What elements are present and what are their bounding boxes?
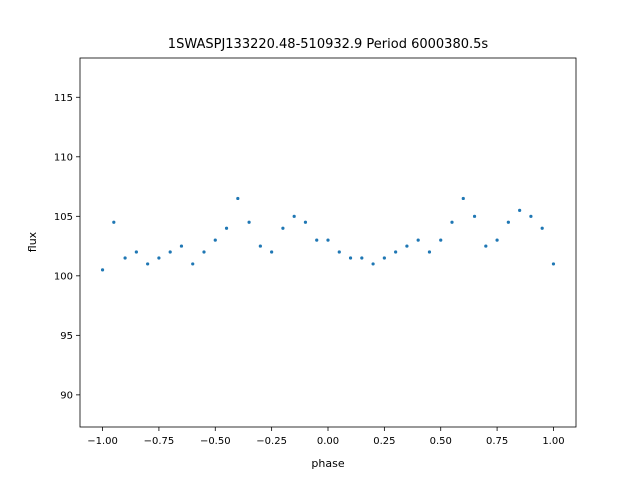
data-point <box>337 250 341 254</box>
x-tick-label: 1.00 <box>542 436 564 447</box>
data-point <box>134 250 138 254</box>
data-point <box>168 250 172 254</box>
data-point <box>112 220 116 224</box>
data-point <box>450 220 454 224</box>
data-point <box>123 256 127 260</box>
data-point <box>439 238 443 242</box>
x-axis-label: phase <box>311 457 344 470</box>
data-point <box>258 244 262 248</box>
data-point <box>191 262 195 266</box>
x-tick-label: 0.50 <box>430 436 452 447</box>
x-tick-label: −0.25 <box>256 436 287 447</box>
data-point <box>157 256 161 260</box>
y-axis: 90 95 100 105 110 115 <box>54 93 80 401</box>
chart-title: 1SWASPJ133220.48-510932.9 Period 6000380… <box>168 37 489 52</box>
data-point <box>292 214 296 218</box>
x-tick-label: 0.75 <box>486 436 508 447</box>
data-point <box>224 226 229 230</box>
y-tick-label: 95 <box>60 331 73 342</box>
data-point <box>427 250 432 254</box>
data-point <box>213 238 217 242</box>
data-point <box>179 244 184 248</box>
data-point <box>371 262 375 266</box>
data-point <box>540 226 544 230</box>
data-point <box>360 256 364 260</box>
x-tick-label: −0.50 <box>200 436 231 447</box>
data-point <box>484 244 488 248</box>
data-point <box>315 238 319 242</box>
data-point <box>551 262 556 266</box>
data-point <box>416 238 420 242</box>
data-point <box>461 196 465 201</box>
y-tick-label: 100 <box>54 271 73 282</box>
data-point <box>281 226 285 230</box>
data-point <box>394 250 398 254</box>
y-tick-label: 110 <box>54 152 73 163</box>
y-tick-label: 105 <box>54 212 73 223</box>
x-tick-label: 0.25 <box>373 436 395 447</box>
data-point <box>495 238 499 242</box>
data-point <box>247 220 251 224</box>
scatter-points <box>100 196 556 272</box>
x-tick-label: −0.75 <box>144 436 175 447</box>
data-point <box>236 196 240 201</box>
data-point <box>405 244 409 248</box>
data-point <box>472 214 477 218</box>
x-tick-label: 0.00 <box>317 436 339 447</box>
x-axis: −1.00 −0.75 −0.50 −0.25 0.00 0.25 0.50 0.75 1.00 <box>87 427 565 447</box>
data-point <box>382 256 386 260</box>
y-tick-label: 115 <box>54 93 73 104</box>
x-tick-label: −1.00 <box>87 436 118 447</box>
y-axis-label: flux <box>26 231 39 252</box>
data-point <box>202 250 206 254</box>
data-point <box>518 208 522 212</box>
data-point <box>529 214 533 218</box>
data-point <box>146 262 150 266</box>
data-point <box>100 268 105 272</box>
data-point <box>506 220 510 224</box>
y-tick-label: 90 <box>60 390 73 401</box>
data-point <box>326 238 330 242</box>
data-point <box>270 250 274 254</box>
data-point <box>303 220 308 224</box>
data-point <box>348 256 353 260</box>
